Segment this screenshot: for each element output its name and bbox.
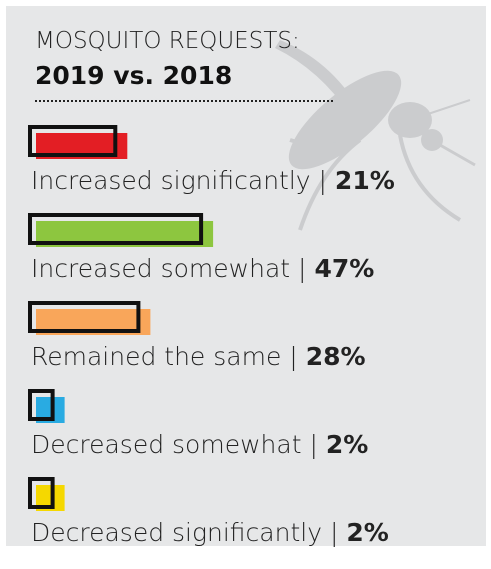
category-label: Remained the same [31,342,281,371]
category-label: Decreased significantly [31,518,322,547]
value-label: 21% [335,166,395,195]
value-label: 28% [306,342,366,371]
bar-outline [28,301,141,333]
value-label: 2% [346,518,388,547]
separator: | [330,518,338,547]
category-label: Increased significantly [31,166,311,195]
separator: | [319,166,327,195]
bar-label: Decreased significantly | 2% [31,518,389,547]
bar-outline [28,477,55,509]
bar-label: Increased significantly | 21% [31,166,395,195]
value-label: 47% [314,254,374,283]
separator: | [309,430,317,459]
bar-outline [28,213,204,245]
separator: | [298,254,306,283]
bar-outline [28,389,55,421]
panel [6,6,486,546]
category-label: Decreased somewhat [31,430,302,459]
mosquito-silhouette [275,40,476,231]
bar-label: Increased somewhat | 47% [31,254,374,283]
value-label: 2% [326,430,368,459]
chart-subtitle: 2019 vs. 2018 [35,61,232,90]
separator: | [289,342,297,371]
bar-label: Decreased somewhat | 2% [31,430,368,459]
bar-label: Remained the same | 28% [31,342,366,371]
chart-title: MOSQUITO REQUESTS: [35,28,300,54]
category-label: Increased somewhat [31,254,290,283]
bar-outline [28,125,118,157]
